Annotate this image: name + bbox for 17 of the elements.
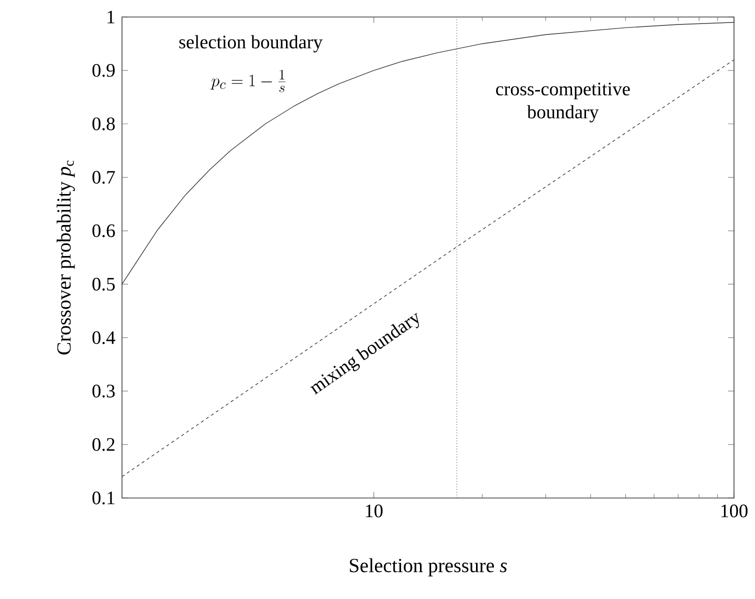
y-tick-label: 0.5 bbox=[92, 278, 115, 291]
x-tick-label: 100 bbox=[721, 504, 748, 518]
y-tick-label: 0.2 bbox=[92, 438, 114, 451]
annotation: $p_c = 1 - \frac{1}{s}$ bbox=[210, 70, 286, 92]
y-tick-label: 0.7 bbox=[92, 170, 115, 184]
y-tick-label: 1 bbox=[108, 10, 114, 24]
y-tick-label: 0.8 bbox=[92, 117, 115, 130]
y-tick-label: 0.3 bbox=[92, 384, 115, 398]
x-tick-label: 10 bbox=[366, 504, 383, 518]
y-tick-label: 0.4 bbox=[92, 331, 116, 344]
annotation: cross-competitive boundary bbox=[496, 82, 630, 122]
y-tick-label: 0.9 bbox=[92, 64, 115, 77]
annotation: selection boundary bbox=[179, 35, 323, 52]
x-axis-title: Selection pressure s bbox=[350, 558, 507, 576]
y-tick-label: 0.1 bbox=[92, 492, 114, 504]
y-tick-label: 0.6 bbox=[92, 224, 115, 238]
y-axis-title: Crossover probability p$_{c}$ bbox=[56, 160, 75, 354]
